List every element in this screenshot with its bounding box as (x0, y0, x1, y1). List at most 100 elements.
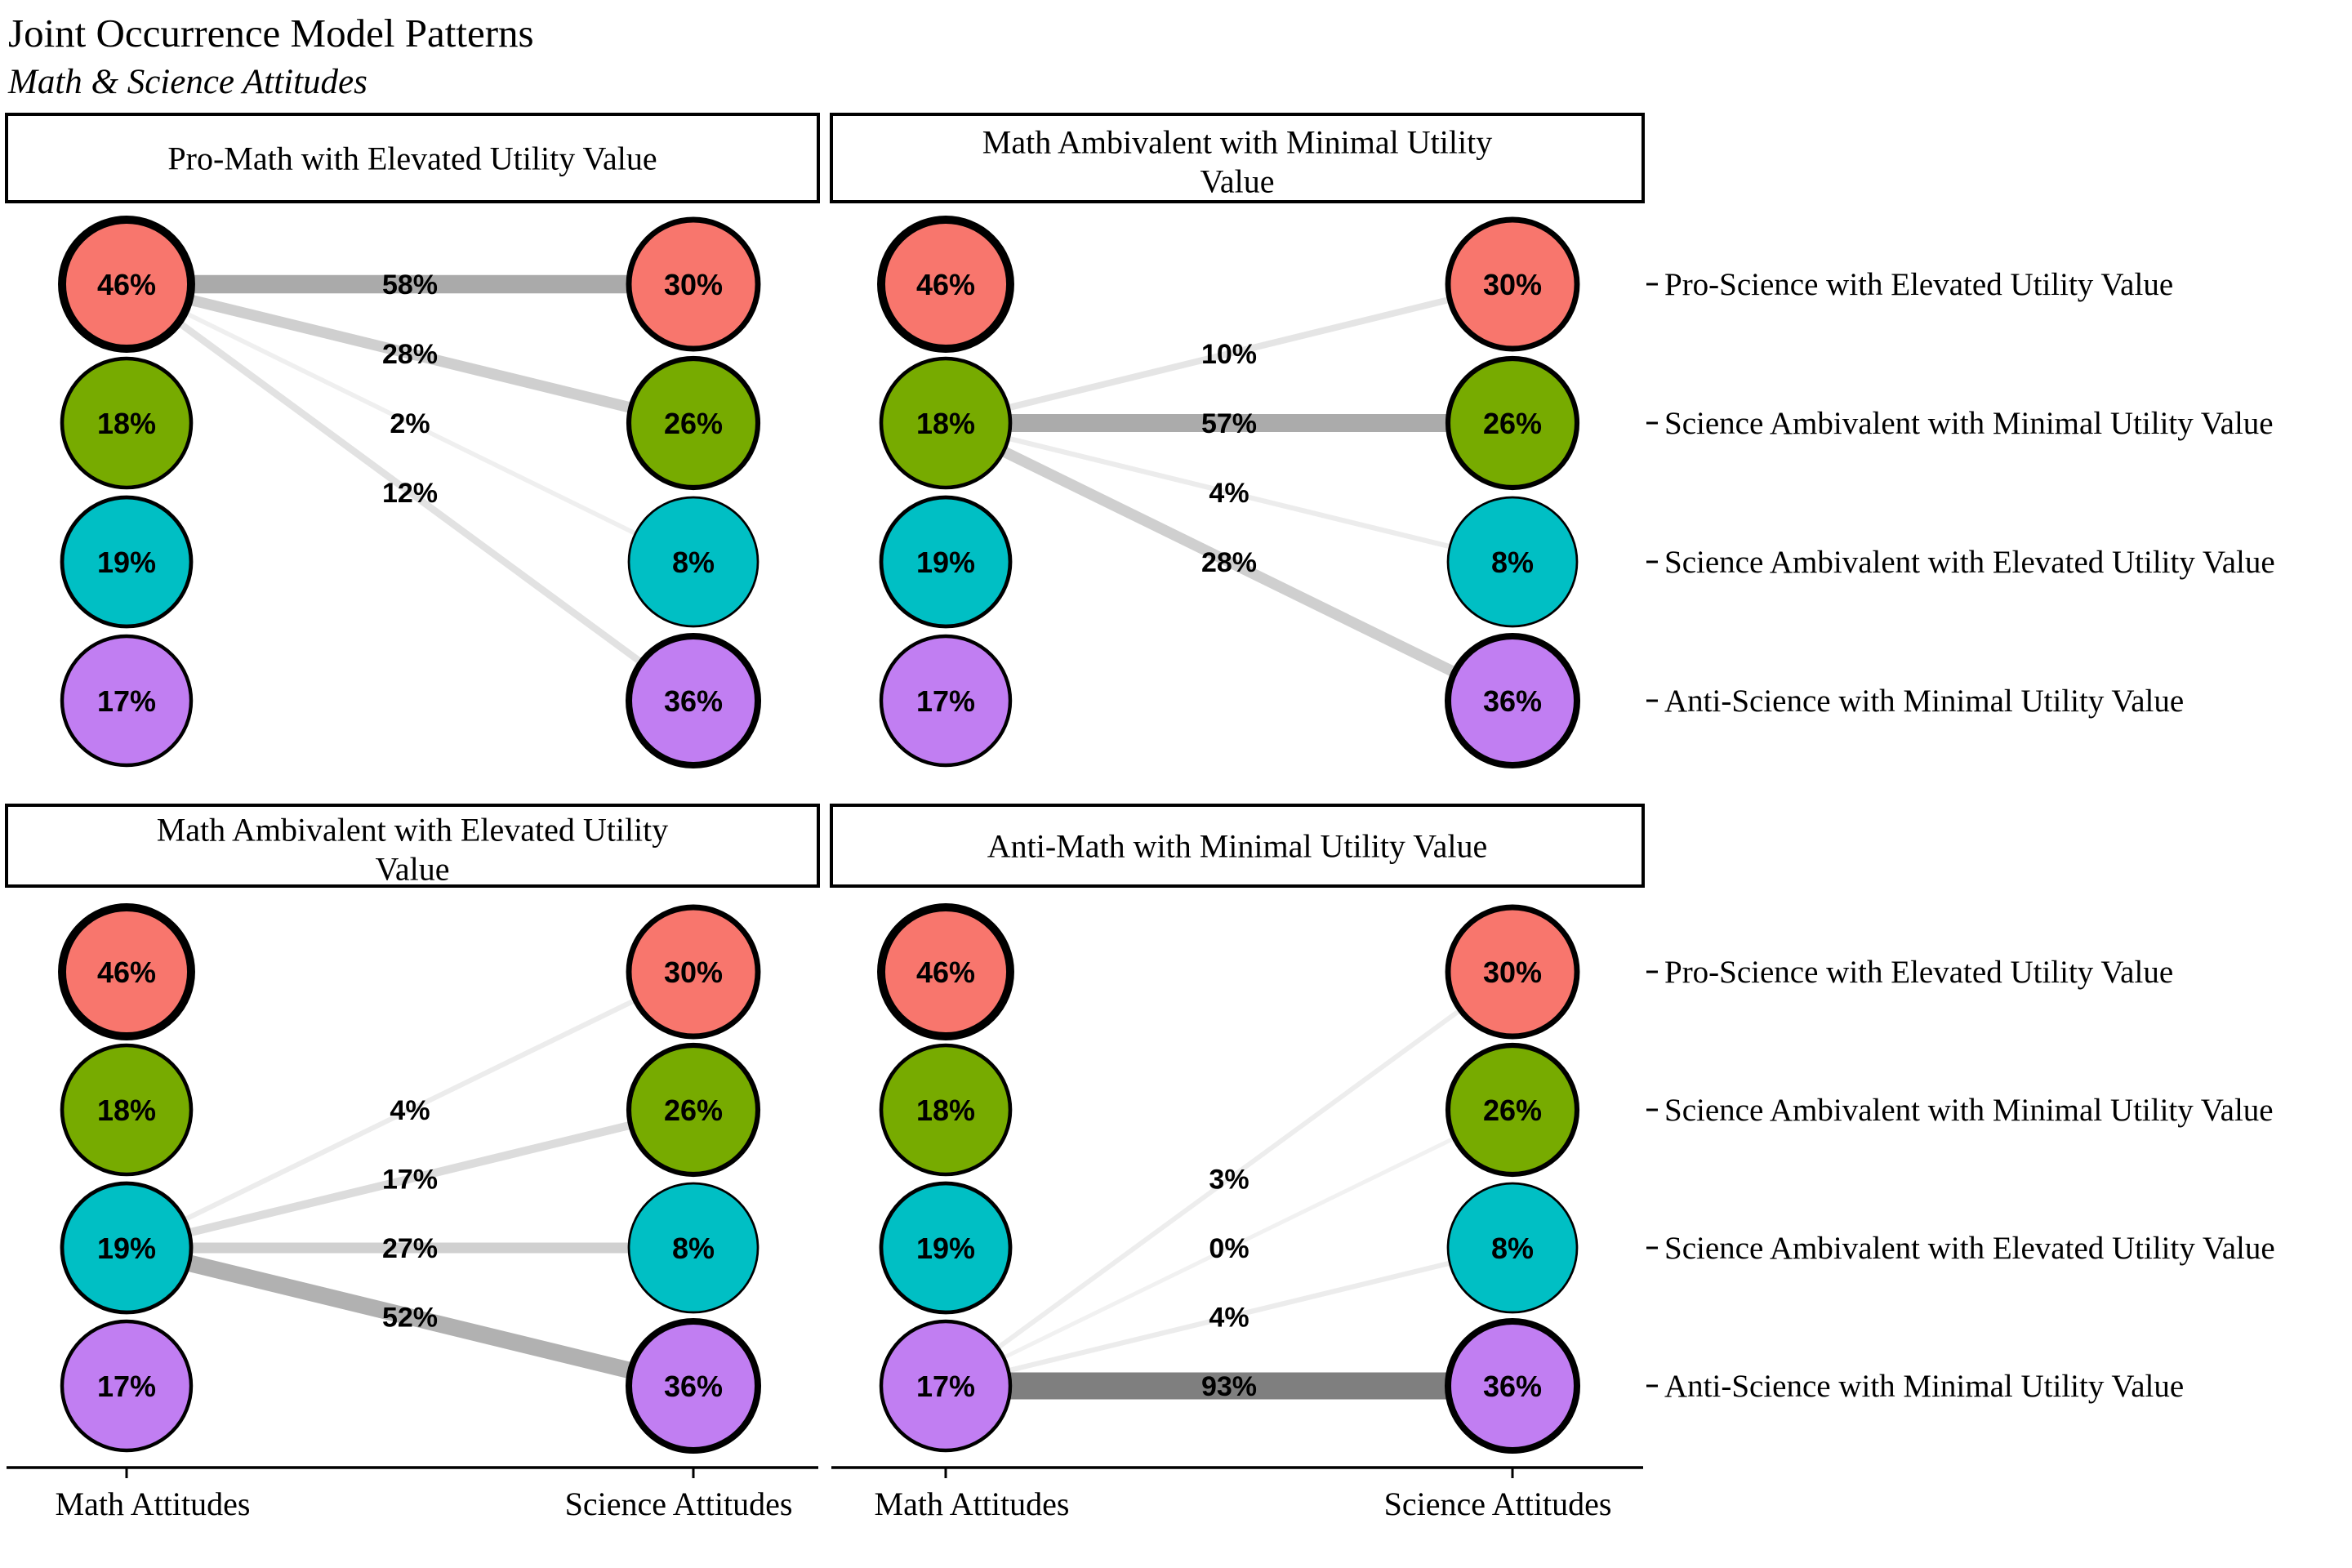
math-node (60, 634, 194, 768)
x-axis-label-science: Science Attitudes (565, 1486, 793, 1522)
edge-link (125, 278, 695, 429)
node-share-label: 26% (664, 407, 723, 440)
edge-link (125, 969, 695, 1250)
node-share-label: 30% (1483, 268, 1542, 301)
panel-title-line: Math Ambivalent with Minimal Utility (982, 124, 1492, 161)
edge-pct-label: 4% (1209, 478, 1249, 509)
edges (944, 969, 1514, 1400)
edge-pct-label: 28% (382, 339, 438, 370)
node-share-label: 36% (1483, 1370, 1542, 1403)
node-share-label: 18% (916, 1094, 975, 1127)
science-node (1445, 355, 1580, 491)
node-share-label: 17% (97, 684, 156, 718)
math-node (879, 1181, 1013, 1315)
science-profile-label: Anti-Science with Minimal Utility Value (1664, 1369, 2184, 1404)
edge-link (125, 1106, 695, 1252)
science-node (1444, 1317, 1581, 1454)
science-node (1446, 496, 1579, 628)
edges (943, 281, 1515, 706)
edge-pct-label: 57% (1201, 408, 1257, 439)
node-share-label: 17% (916, 1370, 975, 1403)
panel-header-box (5, 804, 820, 888)
edge-link (944, 1107, 1514, 1388)
edge-pct-label: 93% (1201, 1371, 1257, 1402)
science-profile-axis: Pro-Science with Elevated Utility Value S… (1646, 267, 2275, 1404)
node-share-label: 30% (664, 956, 723, 989)
science-node (625, 632, 762, 769)
node-share-label: 36% (1483, 684, 1542, 718)
edge-link (945, 1245, 1513, 1389)
edge-link (125, 282, 695, 564)
science-node (1444, 632, 1581, 769)
edge-link (124, 1239, 696, 1395)
science-profile-label: Science Ambivalent with Minimal Utility … (1664, 406, 2274, 441)
math-node (58, 216, 195, 353)
science-node (627, 496, 760, 628)
panel-header-box (830, 804, 1645, 888)
edge-link (943, 417, 1515, 706)
edge-pct-label: 2% (390, 408, 430, 439)
edge-pct-label: 52% (382, 1303, 438, 1334)
panel-header-box (830, 113, 1645, 203)
panel-title: Anti-Math with Minimal Utility Value (987, 828, 1488, 865)
math-node (879, 356, 1013, 490)
panel-title: Pro-Math with Elevated Utility Value (167, 140, 657, 177)
node-share-label: 19% (97, 546, 156, 579)
node-share-label: 8% (1491, 546, 1534, 579)
node-share-label: 30% (1483, 956, 1542, 989)
node-share-label: 26% (664, 1094, 723, 1127)
edge-pct-label: 10% (1201, 339, 1257, 370)
edge-pct-label: 4% (1209, 1303, 1249, 1334)
science-profile-label: Science Ambivalent with Elevated Utility… (1664, 1231, 2275, 1266)
node-share-label: 8% (672, 546, 715, 579)
panel-title-line: Value (1200, 163, 1274, 200)
panel-2: Math Ambivalent with Elevated UtilityVal… (5, 804, 820, 1454)
panel-1: Math Ambivalent with Minimal UtilityValu… (830, 113, 1645, 769)
math-node (877, 216, 1014, 353)
science-profile-label: Science Ambivalent with Minimal Utility … (1664, 1093, 2274, 1128)
math-node (879, 1319, 1013, 1453)
science-profile-label: Science Ambivalent with Elevated Utility… (1664, 545, 2275, 580)
edge-pct-label: 0% (1209, 1233, 1249, 1264)
edges (124, 274, 696, 704)
panels-layer: Pro-Math with Elevated Utility Value 46% 1… (5, 113, 1645, 1454)
edge-pct-label: 4% (390, 1095, 430, 1126)
x-axis-label-science: Science Attitudes (1384, 1486, 1612, 1522)
panel-title-line: Math Ambivalent with Elevated Utility (157, 812, 669, 849)
edge-link (945, 420, 1513, 565)
node-share-label: 46% (916, 956, 975, 989)
science-node (625, 1317, 762, 1454)
node-share-label: 19% (916, 1232, 975, 1265)
node-share-label: 46% (97, 268, 156, 301)
math-node (879, 495, 1013, 629)
edge-pct-label: 58% (382, 270, 438, 301)
panel-0: Pro-Math with Elevated Utility Value 46% 1… (5, 113, 820, 769)
math-node (60, 495, 194, 629)
science-node (1445, 216, 1580, 352)
math-node (60, 1043, 194, 1177)
node-share-label: 17% (916, 684, 975, 718)
science-node (626, 904, 761, 1040)
node-share-label: 17% (97, 1370, 156, 1403)
node-share-label: 36% (664, 1370, 723, 1403)
science-profile-label: Pro-Science with Elevated Utility Value (1664, 955, 2173, 990)
edge-pct-label: 17% (382, 1165, 438, 1196)
node-share-label: 19% (916, 546, 975, 579)
node-share-label: 19% (97, 1232, 156, 1265)
edge-pct-label: 28% (1201, 547, 1257, 578)
panel-header-box (5, 113, 820, 203)
science-node (1445, 1042, 1580, 1178)
math-node (60, 356, 194, 490)
node-share-label: 8% (1491, 1232, 1534, 1265)
node-share-label: 26% (1483, 407, 1542, 440)
edges (124, 969, 696, 1395)
science-node (1445, 904, 1580, 1040)
panel-title-line: Value (375, 851, 449, 888)
node-share-label: 18% (916, 407, 975, 440)
science-profile-label: Pro-Science with Elevated Utility Value (1664, 267, 2173, 302)
node-share-label: 18% (97, 1094, 156, 1127)
science-node (626, 216, 761, 352)
panel-3: Anti-Math with Minimal Utility Value 46% 1… (830, 804, 1645, 1454)
